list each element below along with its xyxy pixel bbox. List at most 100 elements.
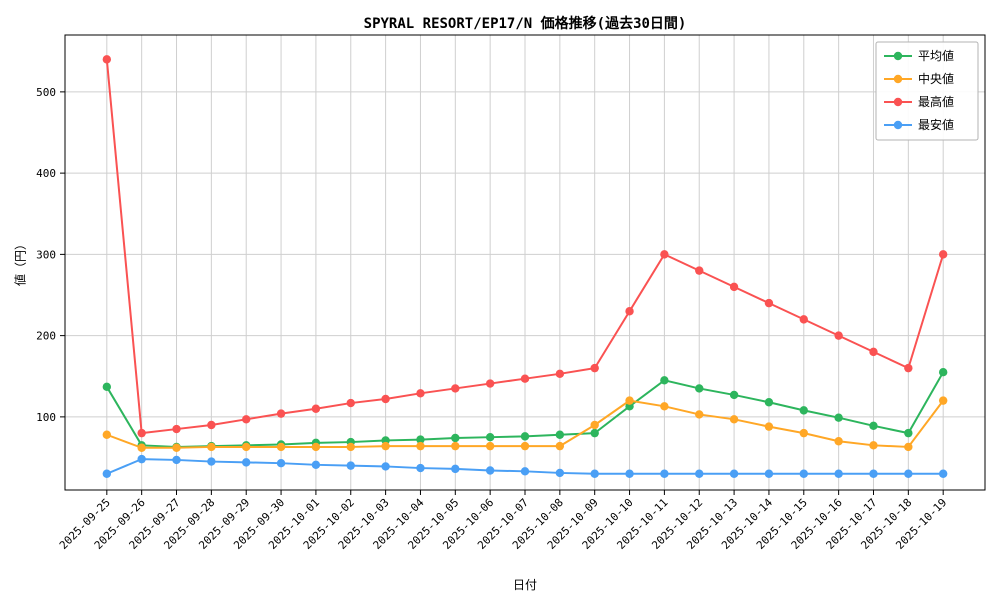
- data-point-median: [695, 410, 704, 419]
- data-point-max: [172, 424, 181, 434]
- data-point-average: [764, 398, 774, 407]
- y-tick-label: 200: [36, 330, 56, 343]
- chart-title: SPYRAL RESORT/EP17/N 価格推移(過去30日間): [363, 16, 687, 32]
- data-point-min: [555, 468, 565, 478]
- data-point-min: [451, 464, 460, 474]
- data-point-max: [416, 389, 425, 398]
- data-point-average: [520, 432, 530, 441]
- data-point-max: [276, 409, 286, 418]
- legend-label-average: 平均値: [918, 48, 954, 63]
- data-point-average: [695, 384, 704, 393]
- data-point-min: [242, 458, 251, 467]
- data-point-median: [102, 430, 112, 439]
- data-point-median: [346, 442, 355, 452]
- data-point-average: [869, 421, 878, 431]
- data-point-max: [346, 398, 355, 408]
- data-point-min: [590, 469, 599, 478]
- data-point-min: [102, 469, 112, 478]
- data-point-max: [102, 55, 112, 64]
- data-point-max: [207, 420, 216, 430]
- legend-marker-median: [893, 74, 903, 84]
- data-point-min: [904, 469, 913, 478]
- data-point-median: [276, 442, 286, 452]
- data-point-max: [451, 384, 460, 393]
- data-point-max: [834, 331, 843, 340]
- data-point-median: [590, 420, 599, 430]
- data-point-average: [834, 413, 843, 422]
- data-point-median: [869, 441, 878, 450]
- legend-marker-average: [893, 51, 903, 61]
- data-point-median: [451, 441, 460, 451]
- data-point-min: [660, 469, 669, 478]
- data-point-median: [381, 441, 390, 451]
- data-point-min: [520, 467, 530, 476]
- data-point-max: [764, 298, 774, 308]
- data-point-median: [938, 396, 948, 405]
- data-point-average: [451, 433, 460, 443]
- data-point-median: [555, 441, 565, 451]
- legend-marker-max: [893, 97, 903, 107]
- data-point-average: [904, 428, 913, 438]
- data-point-median: [799, 428, 808, 438]
- data-point-median: [172, 443, 181, 452]
- y-tick-label: 500: [36, 86, 56, 99]
- data-point-min: [172, 455, 181, 465]
- data-point-max: [590, 363, 599, 373]
- x-axis-label: 日付: [512, 578, 538, 592]
- data-point-median: [485, 441, 495, 451]
- data-point-max: [799, 315, 808, 324]
- data-point-min: [311, 460, 321, 470]
- legend-label-median: 中央値: [918, 71, 954, 86]
- data-point-median: [311, 442, 321, 452]
- series-markers-min: [102, 454, 948, 478]
- data-point-min: [799, 469, 808, 478]
- data-point-min: [938, 469, 948, 478]
- legend-label-max: 最高値: [918, 94, 954, 109]
- data-point-max: [311, 404, 321, 413]
- data-point-max: [381, 394, 390, 404]
- y-tick-label: 400: [36, 167, 56, 180]
- data-point-min: [729, 469, 739, 478]
- data-point-min: [137, 454, 146, 464]
- data-point-median: [520, 441, 530, 451]
- data-point-median: [207, 442, 216, 452]
- data-point-min: [346, 461, 355, 470]
- data-point-average: [485, 432, 495, 442]
- data-point-max: [242, 415, 251, 424]
- data-point-max: [938, 250, 948, 259]
- data-point-min: [869, 469, 878, 478]
- data-point-max: [660, 250, 669, 259]
- axis-ticks: [60, 91, 944, 495]
- data-point-median: [137, 443, 146, 452]
- data-point-max: [869, 347, 878, 357]
- data-point-average: [938, 367, 948, 377]
- data-point-average: [729, 390, 739, 400]
- data-point-max: [520, 374, 530, 383]
- data-point-median: [904, 442, 913, 452]
- data-point-average: [555, 430, 565, 439]
- data-point-max: [625, 307, 634, 316]
- data-point-median: [660, 402, 669, 411]
- series-markers-max: [102, 55, 948, 438]
- y-tick-label: 100: [36, 411, 56, 424]
- data-point-average: [660, 376, 669, 385]
- data-point-average: [102, 382, 112, 392]
- data-point-min: [416, 463, 425, 473]
- data-point-average: [416, 435, 425, 444]
- data-point-max: [904, 363, 913, 373]
- data-point-median: [242, 442, 251, 452]
- series-markers-median: [102, 396, 948, 452]
- data-point-min: [764, 469, 774, 478]
- y-tick-label: 300: [36, 248, 56, 261]
- data-point-max: [485, 379, 495, 388]
- data-point-max: [729, 282, 739, 292]
- data-point-min: [207, 457, 216, 466]
- legend-box: [875, 41, 979, 141]
- data-point-median: [729, 415, 739, 424]
- data-point-median: [834, 437, 843, 446]
- data-point-average: [590, 428, 599, 438]
- data-point-median: [625, 396, 634, 405]
